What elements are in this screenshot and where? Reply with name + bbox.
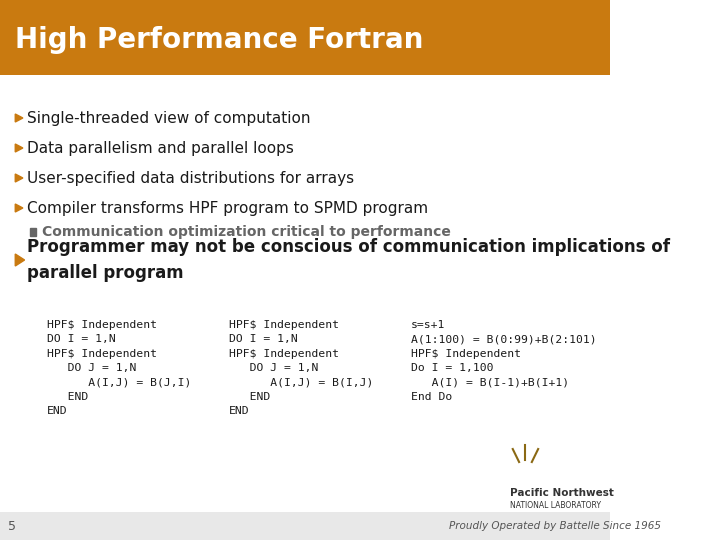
Polygon shape	[30, 228, 37, 236]
Polygon shape	[15, 114, 23, 122]
Text: Compiler transforms HPF program to SPMD program: Compiler transforms HPF program to SPMD …	[27, 200, 428, 215]
FancyBboxPatch shape	[0, 512, 611, 540]
Polygon shape	[15, 204, 23, 212]
Text: Programmer may not be conscious of communication implications of
parallel progra: Programmer may not be conscious of commu…	[27, 239, 670, 281]
Text: NATIONAL LABORATORY: NATIONAL LABORATORY	[510, 501, 601, 510]
Text: 5: 5	[9, 519, 17, 532]
Text: s=s+1
A(1:100) = B(0:99)+B(2:101)
HPF$ Independent
Do I = 1,100
   A(I) = B(I-1): s=s+1 A(1:100) = B(0:99)+B(2:101) HPF$ I…	[411, 320, 597, 402]
Text: Communication optimization critical to performance: Communication optimization critical to p…	[42, 225, 451, 239]
Text: Single-threaded view of computation: Single-threaded view of computation	[27, 111, 310, 125]
Text: Proudly Operated by Battelle Since 1965: Proudly Operated by Battelle Since 1965	[449, 521, 661, 531]
Text: User-specified data distributions for arrays: User-specified data distributions for ar…	[27, 171, 354, 186]
FancyBboxPatch shape	[0, 0, 611, 75]
Text: HPF$ Independent
DO I = 1,N
HPF$ Independent
   DO J = 1,N
      A(I,J) = B(I,J): HPF$ Independent DO I = 1,N HPF$ Indepen…	[229, 320, 373, 416]
Text: Data parallelism and parallel loops: Data parallelism and parallel loops	[27, 140, 294, 156]
Text: High Performance Fortran: High Performance Fortran	[15, 26, 423, 54]
Polygon shape	[15, 174, 23, 182]
Text: HPF$ Independent
DO I = 1,N
HPF$ Independent
   DO J = 1,N
      A(I,J) = B(J,I): HPF$ Independent DO I = 1,N HPF$ Indepen…	[47, 320, 191, 416]
Polygon shape	[15, 254, 24, 266]
Polygon shape	[15, 144, 23, 152]
Text: Pacific Northwest: Pacific Northwest	[510, 488, 614, 498]
